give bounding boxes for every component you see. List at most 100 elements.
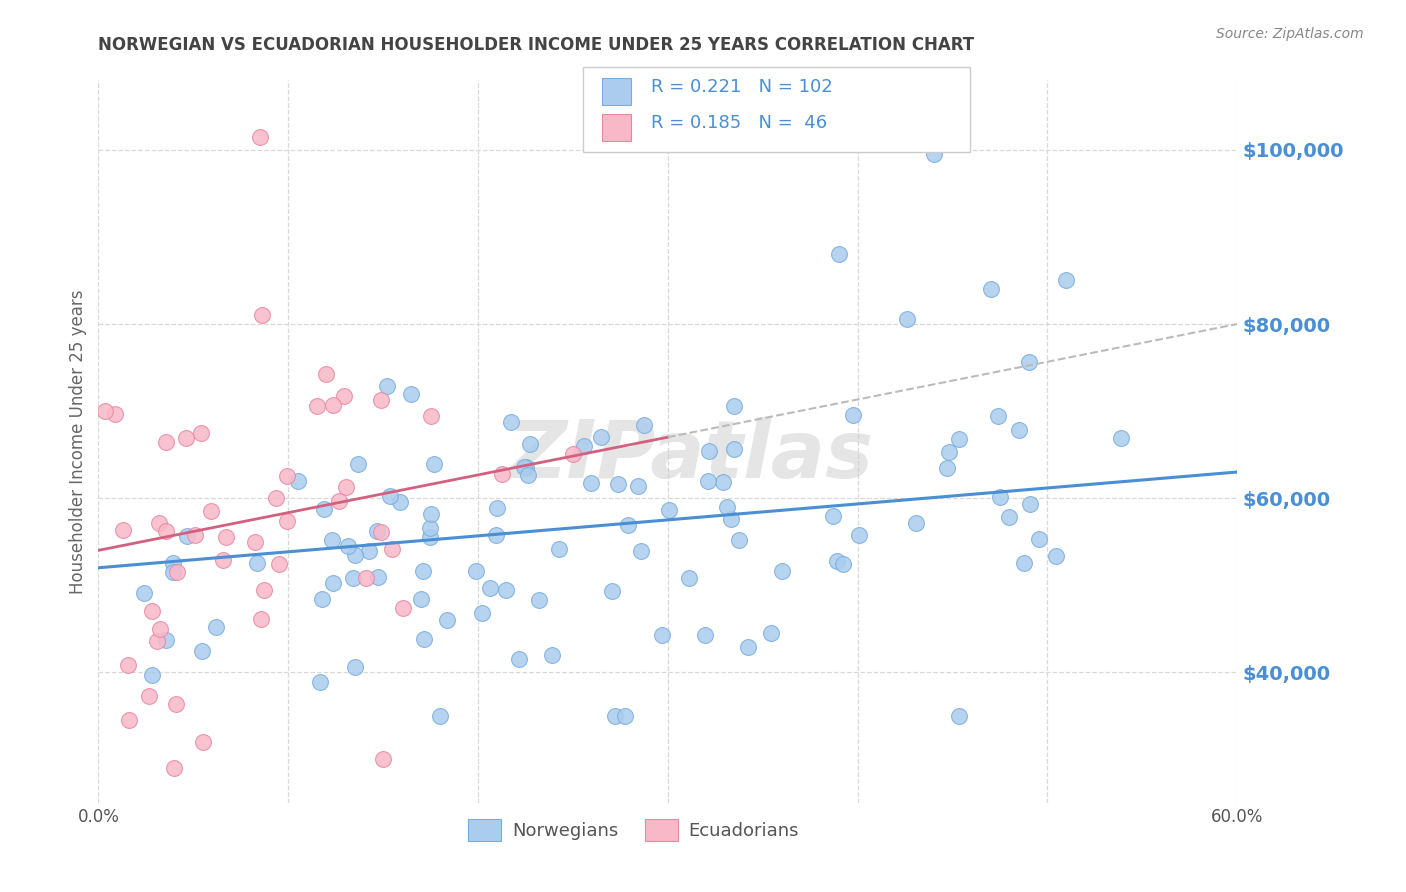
- Point: [711, 475, 734, 489]
- Point: [335, 480, 357, 494]
- Point: [328, 493, 350, 508]
- Point: [243, 535, 266, 549]
- Point: [422, 457, 444, 471]
- Point: [936, 460, 959, 475]
- Point: [471, 607, 494, 621]
- Point: [117, 713, 139, 727]
- Point: [356, 570, 378, 584]
- Point: [517, 468, 540, 483]
- Point: [166, 697, 188, 711]
- Point: [1045, 549, 1067, 563]
- Point: [117, 657, 139, 672]
- Point: [149, 622, 172, 636]
- Point: [267, 557, 290, 571]
- Point: [155, 633, 177, 648]
- Point: [693, 628, 716, 642]
- Point: [370, 524, 392, 539]
- Point: [716, 500, 738, 514]
- Point: [184, 527, 207, 541]
- Point: [562, 448, 585, 462]
- Point: [343, 660, 366, 674]
- Point: [1054, 273, 1078, 287]
- Point: [508, 652, 530, 666]
- Text: Source: ZipAtlas.com: Source: ZipAtlas.com: [1216, 27, 1364, 41]
- Point: [948, 708, 970, 723]
- Point: [391, 601, 413, 615]
- Text: R = 0.185   N =  46: R = 0.185 N = 46: [651, 114, 827, 132]
- Text: NORWEGIAN VS ECUADORIAN HOUSEHOLDER INCOME UNDER 25 YEARS CORRELATION CHART: NORWEGIAN VS ECUADORIAN HOUSEHOLDER INCO…: [98, 36, 974, 54]
- Point: [191, 735, 214, 749]
- Legend: Norwegians, Ecuadorians: Norwegians, Ecuadorians: [461, 812, 806, 848]
- Point: [205, 619, 228, 633]
- Point: [922, 147, 945, 161]
- Point: [104, 407, 127, 421]
- Point: [948, 432, 970, 446]
- Point: [249, 129, 271, 144]
- Point: [465, 564, 488, 578]
- Point: [938, 444, 960, 458]
- Point: [191, 644, 214, 658]
- Point: [276, 514, 298, 528]
- Point: [904, 516, 927, 530]
- Point: [375, 379, 398, 393]
- Point: [436, 613, 458, 627]
- Point: [1014, 556, 1036, 570]
- Point: [380, 489, 402, 503]
- Point: [311, 591, 333, 606]
- Point: [342, 571, 364, 585]
- Point: [190, 426, 212, 441]
- Point: [591, 429, 613, 443]
- Point: [413, 632, 436, 646]
- Point: [420, 409, 443, 423]
- Point: [429, 708, 451, 723]
- Point: [399, 387, 422, 401]
- Point: [166, 565, 188, 579]
- Point: [337, 539, 360, 553]
- Point: [215, 530, 238, 544]
- Point: [486, 501, 509, 516]
- Point: [495, 582, 517, 597]
- Point: [828, 247, 851, 261]
- Point: [308, 675, 330, 690]
- Point: [367, 570, 389, 584]
- Point: [419, 530, 441, 544]
- Point: [842, 408, 865, 422]
- Point: [658, 502, 681, 516]
- Point: [723, 442, 745, 457]
- Point: [112, 523, 135, 537]
- Point: [94, 404, 117, 418]
- Point: [132, 586, 155, 600]
- Point: [630, 543, 652, 558]
- Point: [200, 504, 222, 518]
- Point: [412, 564, 434, 578]
- Point: [162, 556, 184, 570]
- Point: [988, 490, 1011, 504]
- Point: [485, 528, 508, 542]
- Point: [527, 592, 550, 607]
- Point: [174, 431, 197, 445]
- Point: [250, 308, 273, 322]
- Point: [848, 527, 870, 541]
- Point: [246, 557, 269, 571]
- Point: [896, 312, 918, 326]
- Point: [697, 474, 720, 488]
- Point: [315, 368, 337, 382]
- Point: [633, 418, 655, 433]
- Point: [491, 467, 513, 482]
- Point: [547, 541, 569, 556]
- Point: [276, 469, 298, 483]
- Point: [770, 564, 793, 578]
- Point: [371, 752, 394, 766]
- Point: [572, 440, 595, 454]
- Point: [249, 612, 271, 626]
- Point: [357, 543, 380, 558]
- Point: [759, 625, 782, 640]
- Point: [515, 459, 537, 474]
- Point: [163, 761, 186, 775]
- Point: [211, 552, 233, 566]
- Point: [697, 444, 720, 458]
- Point: [519, 437, 541, 451]
- Point: [155, 524, 177, 538]
- Text: R = 0.221   N = 102: R = 0.221 N = 102: [651, 78, 832, 96]
- Point: [823, 509, 845, 524]
